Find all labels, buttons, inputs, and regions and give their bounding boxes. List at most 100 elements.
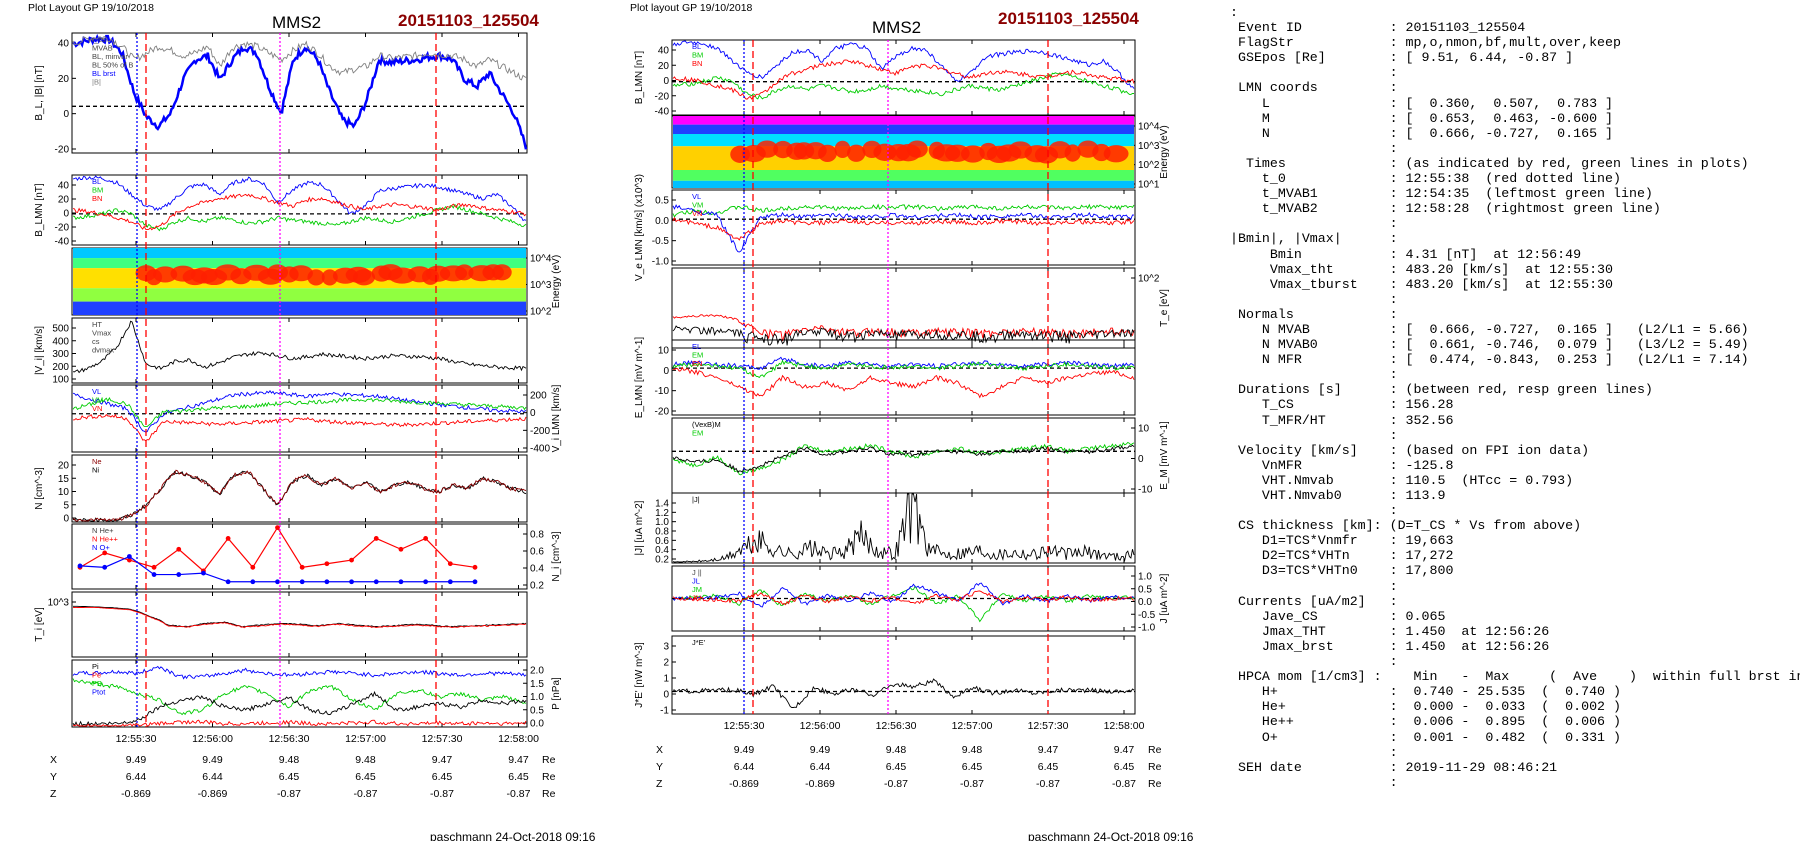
ytick-label: 1.5 (530, 679, 544, 690)
ytick-label: 0.0 (655, 216, 669, 227)
info-line: t_MVAB2 : 12:58:28 (rightmost green line… (1230, 201, 1661, 217)
panel-ylabel: E_LMN [mV m^-1] (634, 337, 645, 419)
info-line: FlagStr : mp,o,nmon,bf,mult,over,keep (1230, 35, 1621, 51)
ytick-label: 10 (658, 346, 670, 357)
xtick-label: 12:58:00 (498, 733, 539, 745)
position-value: -0.87 (1036, 778, 1060, 790)
position-value: 9.49 (734, 744, 755, 756)
position-value: -0.869 (121, 788, 151, 800)
position-label: Z (656, 778, 663, 790)
position-value: 9.48 (886, 744, 907, 756)
panel-ylabel: T_i [eV] (34, 607, 45, 642)
panel-ylabel: B_L, |B| [nT] (34, 65, 45, 120)
series-line (672, 678, 1135, 709)
ytick-label: 20 (58, 461, 70, 472)
panel-ylabel: N [cm^-3] (34, 467, 45, 510)
info-line: D1=TCS*Vnmfr : 19,663 (1230, 533, 1454, 549)
ytick-label: 3 (663, 642, 669, 653)
series-line (72, 690, 527, 727)
series-line (72, 203, 527, 232)
legend-entry: N O+ (92, 543, 110, 552)
right-footer: paschmann 24-Oct-2018 09:16 (1028, 830, 1194, 841)
ytick-label: 400 (52, 336, 69, 347)
info-line: : (1230, 744, 1398, 760)
panel: V_e LMN [km/s] (x10^3) 0.5 0.0 -0.5 -1.0 VLVM… (634, 174, 1136, 281)
ytick-label: 0 (530, 408, 536, 419)
ytick-label: 0.8 (530, 530, 544, 541)
ytick-label: 0 (63, 514, 69, 525)
panel-frame (671, 339, 1136, 416)
info-line: Jave_CS : 0.065 (1230, 608, 1446, 624)
series-line (672, 444, 1135, 473)
spectrogram-hot-spot (352, 269, 376, 286)
series-line (72, 678, 527, 716)
info-line: : (1230, 367, 1398, 383)
series-line (72, 469, 527, 522)
ytick-label: 10^3 (530, 280, 552, 291)
spectrogram-band (73, 258, 526, 269)
series-line (673, 366, 1135, 399)
position-value: 9.47 (1114, 744, 1135, 756)
ytick-label: 0.6 (530, 547, 544, 558)
legend-entry: Pi (92, 662, 99, 671)
panel: T_i [eV]10^3 (34, 591, 528, 658)
spectrogram-hot-spot (834, 140, 851, 159)
info-line: : (1230, 140, 1398, 156)
spectrogram-band (73, 301, 526, 315)
info-line: M : [ 0.653, 0.463, -0.600 ] (1230, 110, 1614, 126)
xtick-label: 12:56:30 (876, 720, 917, 732)
position-value: -0.87 (507, 788, 531, 800)
panel-frame (71, 591, 528, 658)
legend-entry: BM (92, 186, 103, 195)
info-line: T_CS : 156.28 (1230, 397, 1454, 413)
ytick-label: -0.5 (1138, 610, 1156, 621)
info-line: LMN coords : (1230, 80, 1398, 96)
position-label: Y (50, 771, 57, 783)
info-line: : (1230, 291, 1398, 307)
panel-ylabel: B_LMN [nT] (634, 51, 645, 105)
position-unit: Re (1148, 744, 1162, 756)
ytick-label: 1.0 (1138, 572, 1152, 583)
info-line: VHT.Nmvab0 : 113.9 (1230, 488, 1446, 503)
legend-entry: Ne (92, 457, 102, 466)
position-value: 9.48 (279, 754, 300, 766)
ytick-label: 10^1 (1138, 180, 1160, 191)
position-value: 9.48 (962, 744, 983, 756)
ytick-label: 20 (58, 74, 70, 85)
xtick-label: 12:57:00 (952, 720, 993, 732)
ytick-label: 40 (58, 181, 70, 192)
position-value: -0.87 (960, 778, 984, 790)
legend-entry: JL (692, 577, 700, 586)
ytick-label: 10^3 (1138, 141, 1160, 152)
info-line: Durations [s] : (between red, resp green… (1230, 382, 1653, 398)
series-line (72, 413, 527, 442)
info-line: Jmax_THT : 1.450 at 12:56:26 (1230, 623, 1550, 639)
legend-entry: HT (92, 320, 102, 329)
legend-entry: VN (92, 404, 102, 413)
position-value: 9.49 (126, 754, 147, 766)
spectrogram-hot-spot (906, 140, 928, 158)
series-line (672, 72, 1134, 100)
ytick-label: 0.2 (655, 555, 669, 566)
panel-ylabel: J [uA m^-2] (1159, 573, 1170, 623)
series-line (72, 470, 527, 522)
info-line: Velocity [km/s] : (based on FPI ion data… (1230, 442, 1590, 458)
spectrogram-hot-spot (1103, 145, 1129, 163)
position-value: 9.47 (1038, 744, 1059, 756)
position-value: -0.87 (884, 778, 908, 790)
position-unit: Re (542, 788, 556, 800)
info-line: Vmax_tburst : 483.20 [km/s] at 12:55:30 (1230, 276, 1614, 292)
spectrogram-hot-spot (847, 144, 866, 162)
info-line: : (1230, 503, 1398, 519)
panel-frame (71, 523, 528, 590)
legend-entry: N He+ (92, 526, 114, 535)
legend-entry: VL (692, 192, 701, 201)
xtick-label: 12:56:00 (800, 720, 841, 732)
legend-entry: Pe (92, 671, 101, 680)
info-line: Normals : (1230, 306, 1398, 322)
panel-frame (671, 417, 1136, 494)
info-line: T_MFR/HT : 352.56 (1230, 412, 1454, 428)
ytick-label: 0 (663, 76, 669, 87)
